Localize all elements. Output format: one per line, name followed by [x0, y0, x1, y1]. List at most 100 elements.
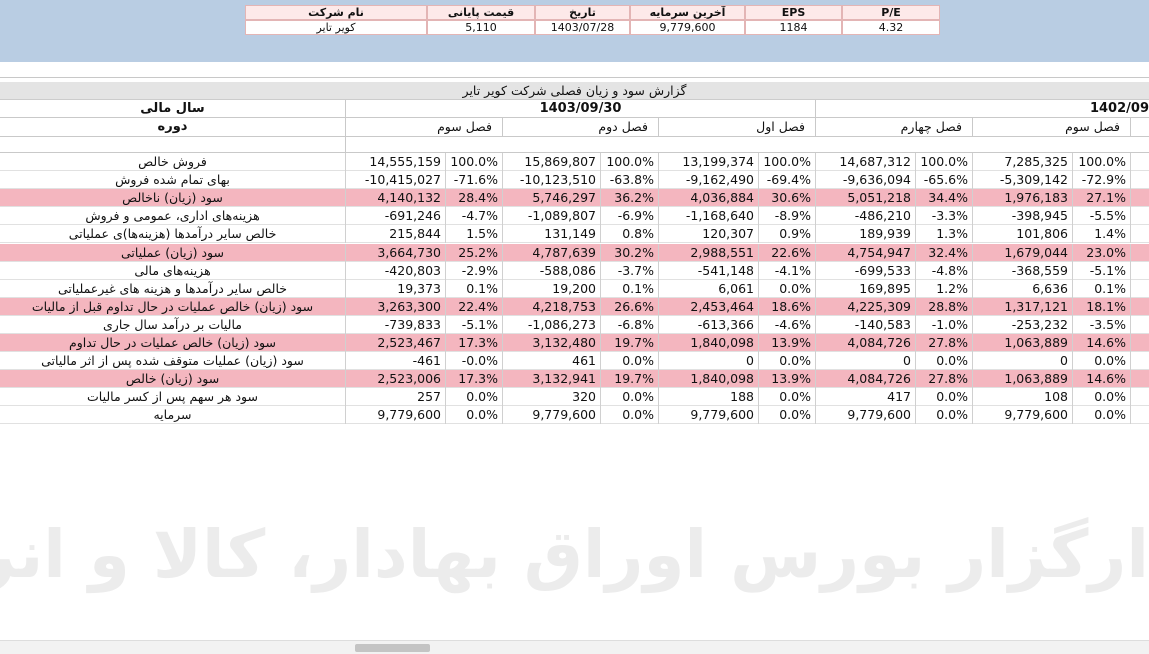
percent-cell: 0.0% [758, 406, 815, 425]
percent-cell: 13.9% [758, 334, 815, 353]
percent-cell: 30.2% [600, 243, 658, 262]
row-label: سود (زیان) ناخالص [122, 190, 223, 206]
percent-cell: 14.6% [1072, 370, 1130, 389]
value-cell: 188 [658, 388, 758, 407]
percent-cell: 0.9% [758, 225, 815, 244]
percent-cell: 27.8% [915, 370, 972, 389]
report-title: گزارش سود و زیان فصلی شرکت کویر تایر [0, 82, 1149, 100]
value-cell: 2,523,006 [345, 370, 445, 389]
value-cell: -588,086 [502, 261, 600, 280]
percent-cell: 17.3% [445, 370, 502, 389]
cell-edge [1130, 153, 1149, 172]
percent-cell: 1.4% [1072, 225, 1130, 244]
row-label: سود (زیان) خالص عملیات در حال تداوم [69, 335, 276, 350]
scrollbar[interactable] [0, 640, 1149, 654]
percent-cell: 100.0% [600, 153, 658, 172]
percent-cell: 18.6% [758, 297, 815, 316]
value-cell: -486,210 [815, 207, 915, 226]
value-cell: 4,084,726 [815, 370, 915, 389]
value-cell: 14,687,312 [815, 153, 915, 172]
year-header: 1403/09/30 [345, 100, 815, 118]
row-label: سود (زیان) خالص عملیات در حال تداوم قبل … [31, 298, 314, 314]
value-cell: 9,779,600 [815, 406, 915, 425]
value-cell: 4,218,753 [502, 297, 600, 316]
cell-edge [1130, 370, 1149, 389]
value-cell: 3,132,941 [502, 370, 600, 389]
row-bg [0, 370, 1149, 389]
cell-edge [1130, 315, 1149, 334]
value-cell: 4,140,132 [345, 189, 445, 208]
period-label: دوره [0, 118, 345, 137]
cell-edge [1130, 261, 1149, 280]
scroll-thumb[interactable] [355, 644, 430, 652]
cell-edge [1130, 297, 1149, 316]
percent-cell: 19.7% [600, 370, 658, 389]
percent-cell: 22.4% [445, 297, 502, 316]
percent-cell: 25.2% [445, 243, 502, 262]
cell-edge [1130, 334, 1149, 353]
row-bg [0, 388, 1149, 407]
percent-cell: -69.4% [758, 171, 815, 190]
percent-cell: 0.0% [915, 352, 972, 371]
value-cell: 3,664,730 [345, 243, 445, 262]
row-bg [0, 261, 1149, 280]
period-header: فصل دوم [502, 118, 658, 137]
value-cell: 4,225,309 [815, 297, 915, 316]
watermark: ارگزار بورس اوراق بهادار، کالا و انرژی [0, 516, 1149, 593]
percent-cell: 19.7% [600, 334, 658, 353]
value-cell: -140,583 [815, 315, 915, 334]
value-cell: -461 [345, 352, 445, 371]
percent-cell: -63.8% [600, 171, 658, 190]
percent-cell: 0.0% [600, 406, 658, 425]
blank-edge [345, 137, 346, 153]
value-cell: -5,309,142 [972, 171, 1072, 190]
cell-edge [1130, 406, 1149, 425]
percent-cell: -5.1% [1072, 261, 1130, 280]
percent-cell: 27.1% [1072, 189, 1130, 208]
info-value: کویر تایر [245, 20, 427, 35]
row-label: هزینه‌های اداری، عمومی و فروش [85, 208, 260, 224]
row-label: خالص سایر درآمدها (هزینه‌ها)ی عملیاتی [68, 226, 277, 242]
row-label: سود (زیان) خالص [125, 371, 220, 387]
percent-cell: 0.8% [600, 225, 658, 244]
row-bg [0, 406, 1149, 425]
value-cell: 2,988,551 [658, 243, 758, 262]
info-value: 4.32 [842, 20, 940, 35]
percent-cell: 0.1% [1072, 279, 1130, 298]
info-header: نام شرکت [245, 5, 427, 20]
value-cell: -691,246 [345, 207, 445, 226]
percent-cell: 0.0% [600, 352, 658, 371]
value-cell: 19,373 [345, 279, 445, 298]
value-cell: -699,533 [815, 261, 915, 280]
value-cell: -398,945 [972, 207, 1072, 226]
percent-cell: 30.6% [758, 189, 815, 208]
value-cell: -10,415,027 [345, 171, 445, 190]
value-cell: 6,061 [658, 279, 758, 298]
row-bg [0, 207, 1149, 226]
value-cell: -1,086,273 [502, 315, 600, 334]
percent-cell: 0.1% [600, 279, 658, 298]
percent-cell: 0.0% [915, 388, 972, 407]
value-cell: 1,840,098 [658, 334, 758, 353]
value-cell: 215,844 [345, 225, 445, 244]
percent-cell: -4.8% [915, 261, 972, 280]
value-cell: -541,148 [658, 261, 758, 280]
row-label: سود (زیان) عملیات متوقف شده پس از اثر ما… [41, 353, 304, 369]
value-cell: -368,559 [972, 261, 1072, 280]
row-bg [0, 171, 1149, 190]
row-label: بهای تمام شده فروش [115, 172, 230, 188]
period-header-edge [1130, 118, 1149, 137]
percent-cell: 1.2% [915, 279, 972, 298]
value-cell: -420,803 [345, 261, 445, 280]
value-cell: 9,779,600 [658, 406, 758, 425]
percent-cell: 0.0% [445, 406, 502, 425]
value-cell: -1,168,640 [658, 207, 758, 226]
divider [0, 77, 1149, 78]
row-label: سرمایه [153, 407, 192, 423]
percent-cell: -6.8% [600, 315, 658, 334]
cell-edge [1130, 388, 1149, 407]
period-header: فصل سوم [972, 118, 1130, 137]
row-bg [0, 243, 1149, 262]
percent-cell: -0.0% [445, 352, 502, 371]
